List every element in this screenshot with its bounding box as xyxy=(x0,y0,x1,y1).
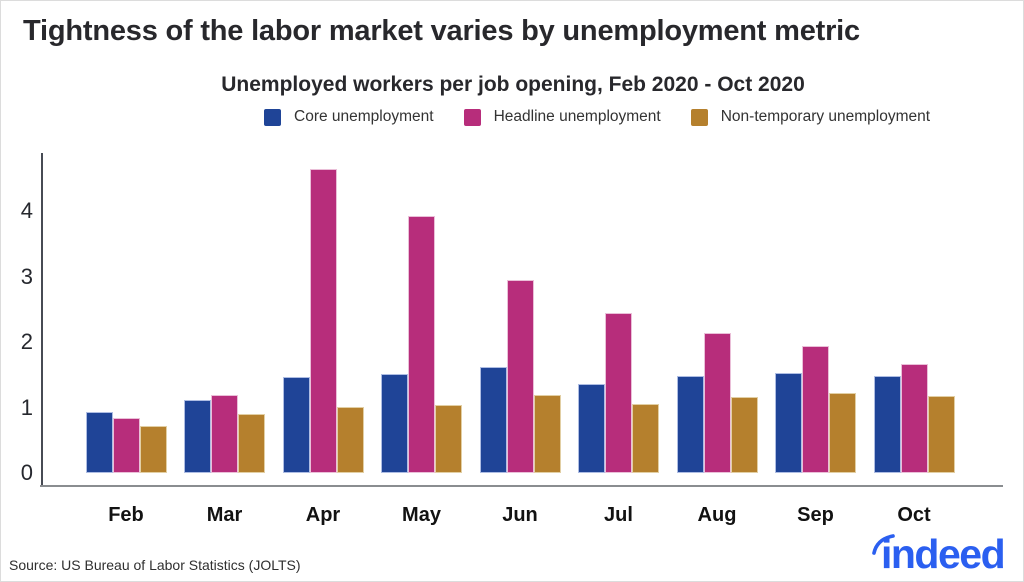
legend-label: Core unemployment xyxy=(294,108,434,125)
x-label-feb: Feb xyxy=(108,504,144,526)
x-label-oct: Oct xyxy=(897,504,931,526)
x-label-sep: Sep xyxy=(797,504,834,526)
bar-headline-jul xyxy=(605,313,632,473)
bar-core-feb xyxy=(85,412,113,473)
bar-non-temporary-jun xyxy=(533,395,561,473)
x-axis-line xyxy=(40,485,1003,487)
indeed-logo: indeed xyxy=(872,529,1015,579)
y-tick-4: 4 xyxy=(20,198,33,224)
chart-subtitle: Unemployed workers per job opening, Feb … xyxy=(221,73,805,96)
bar-core-may xyxy=(381,374,408,473)
bar-headline-sep xyxy=(802,346,829,473)
x-label-jun: Jun xyxy=(502,504,538,526)
x-label-jul: Jul xyxy=(604,504,633,526)
indeed-swoosh-icon xyxy=(872,534,895,555)
legend-swatch-icon xyxy=(264,108,281,126)
y-tick-2: 2 xyxy=(20,329,33,355)
bar-headline-oct xyxy=(900,364,928,473)
x-label-may: May xyxy=(402,504,441,526)
indeed-logo-text: indeed xyxy=(881,531,1006,577)
y-tick-3: 3 xyxy=(20,263,33,289)
chart-title: Tightness of the labor market varies by … xyxy=(23,15,860,47)
bar-headline-feb xyxy=(112,418,140,473)
bar-headline-apr xyxy=(309,169,337,473)
bar-non-temporary-feb xyxy=(139,426,167,473)
bar-core-jul xyxy=(578,384,605,473)
bar-non-temporary-jul xyxy=(632,404,659,473)
y-tick-0: 0 xyxy=(20,460,33,485)
legend-item-headline-unemployment: Headline unemployment xyxy=(463,108,661,126)
legend-label: Non-temporary unemployment xyxy=(720,108,931,125)
bar-headline-mar xyxy=(211,395,238,473)
bar-non-temporary-may xyxy=(435,405,462,473)
x-label-apr: Apr xyxy=(305,504,341,526)
legend-label: Headline unemployment xyxy=(493,108,661,125)
bar-non-temporary-oct xyxy=(927,396,955,473)
bar-headline-may xyxy=(408,216,435,473)
y-tick-1: 1 xyxy=(20,394,33,420)
bar-core-aug xyxy=(676,376,704,473)
bar-core-sep xyxy=(775,373,802,473)
bar-non-temporary-mar xyxy=(238,414,265,473)
legend-item-core-unemployment: Core unemployment xyxy=(264,108,434,126)
bar-non-temporary-sep xyxy=(829,393,856,473)
x-label-mar: Mar xyxy=(206,504,243,526)
bar-non-temporary-aug xyxy=(730,397,758,473)
legend-item-non-temporary-unemployment: Non-temporary unemployment xyxy=(690,108,931,126)
bar-core-jun xyxy=(479,367,507,473)
bar-headline-aug xyxy=(703,333,731,473)
bar-headline-jun xyxy=(506,280,534,473)
source-note: Source: US Bureau of Labor Statistics (J… xyxy=(9,557,301,573)
bar-non-temporary-apr xyxy=(336,407,364,473)
legend-swatch-icon xyxy=(463,108,481,126)
legend: Core unemployment Headline unemployment No… xyxy=(264,108,930,126)
bar-core-oct xyxy=(873,376,901,473)
legend-swatch-icon xyxy=(690,108,708,126)
y-axis-line xyxy=(41,153,43,487)
bar-core-apr xyxy=(282,377,310,473)
bar-core-mar xyxy=(184,400,211,473)
x-label-aug: Aug xyxy=(697,504,737,526)
